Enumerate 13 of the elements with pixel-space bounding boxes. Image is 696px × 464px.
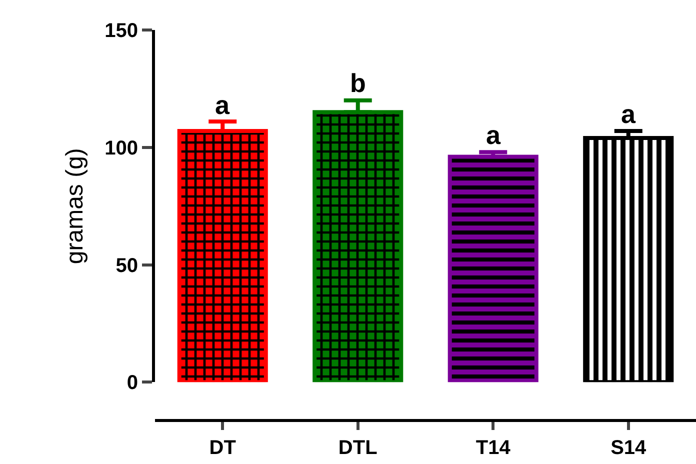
x-tick-label: DTL — [338, 437, 378, 459]
y-axis-title: gramas (g) — [62, 148, 89, 264]
y-tick-label: 100 — [104, 137, 138, 160]
x-tick-label: DT — [209, 437, 236, 459]
y-tick-label: 50 — [116, 254, 138, 277]
y-tick-label: 0 — [126, 372, 138, 394]
annotation: a — [215, 90, 230, 120]
annotation: b — [350, 68, 366, 98]
x-tick-label: T14 — [476, 437, 512, 459]
y-tick-label: 150 — [104, 20, 138, 42]
annotation: a — [486, 120, 501, 150]
annotation: a — [621, 99, 636, 129]
x-tick-label: S14 — [610, 437, 648, 459]
